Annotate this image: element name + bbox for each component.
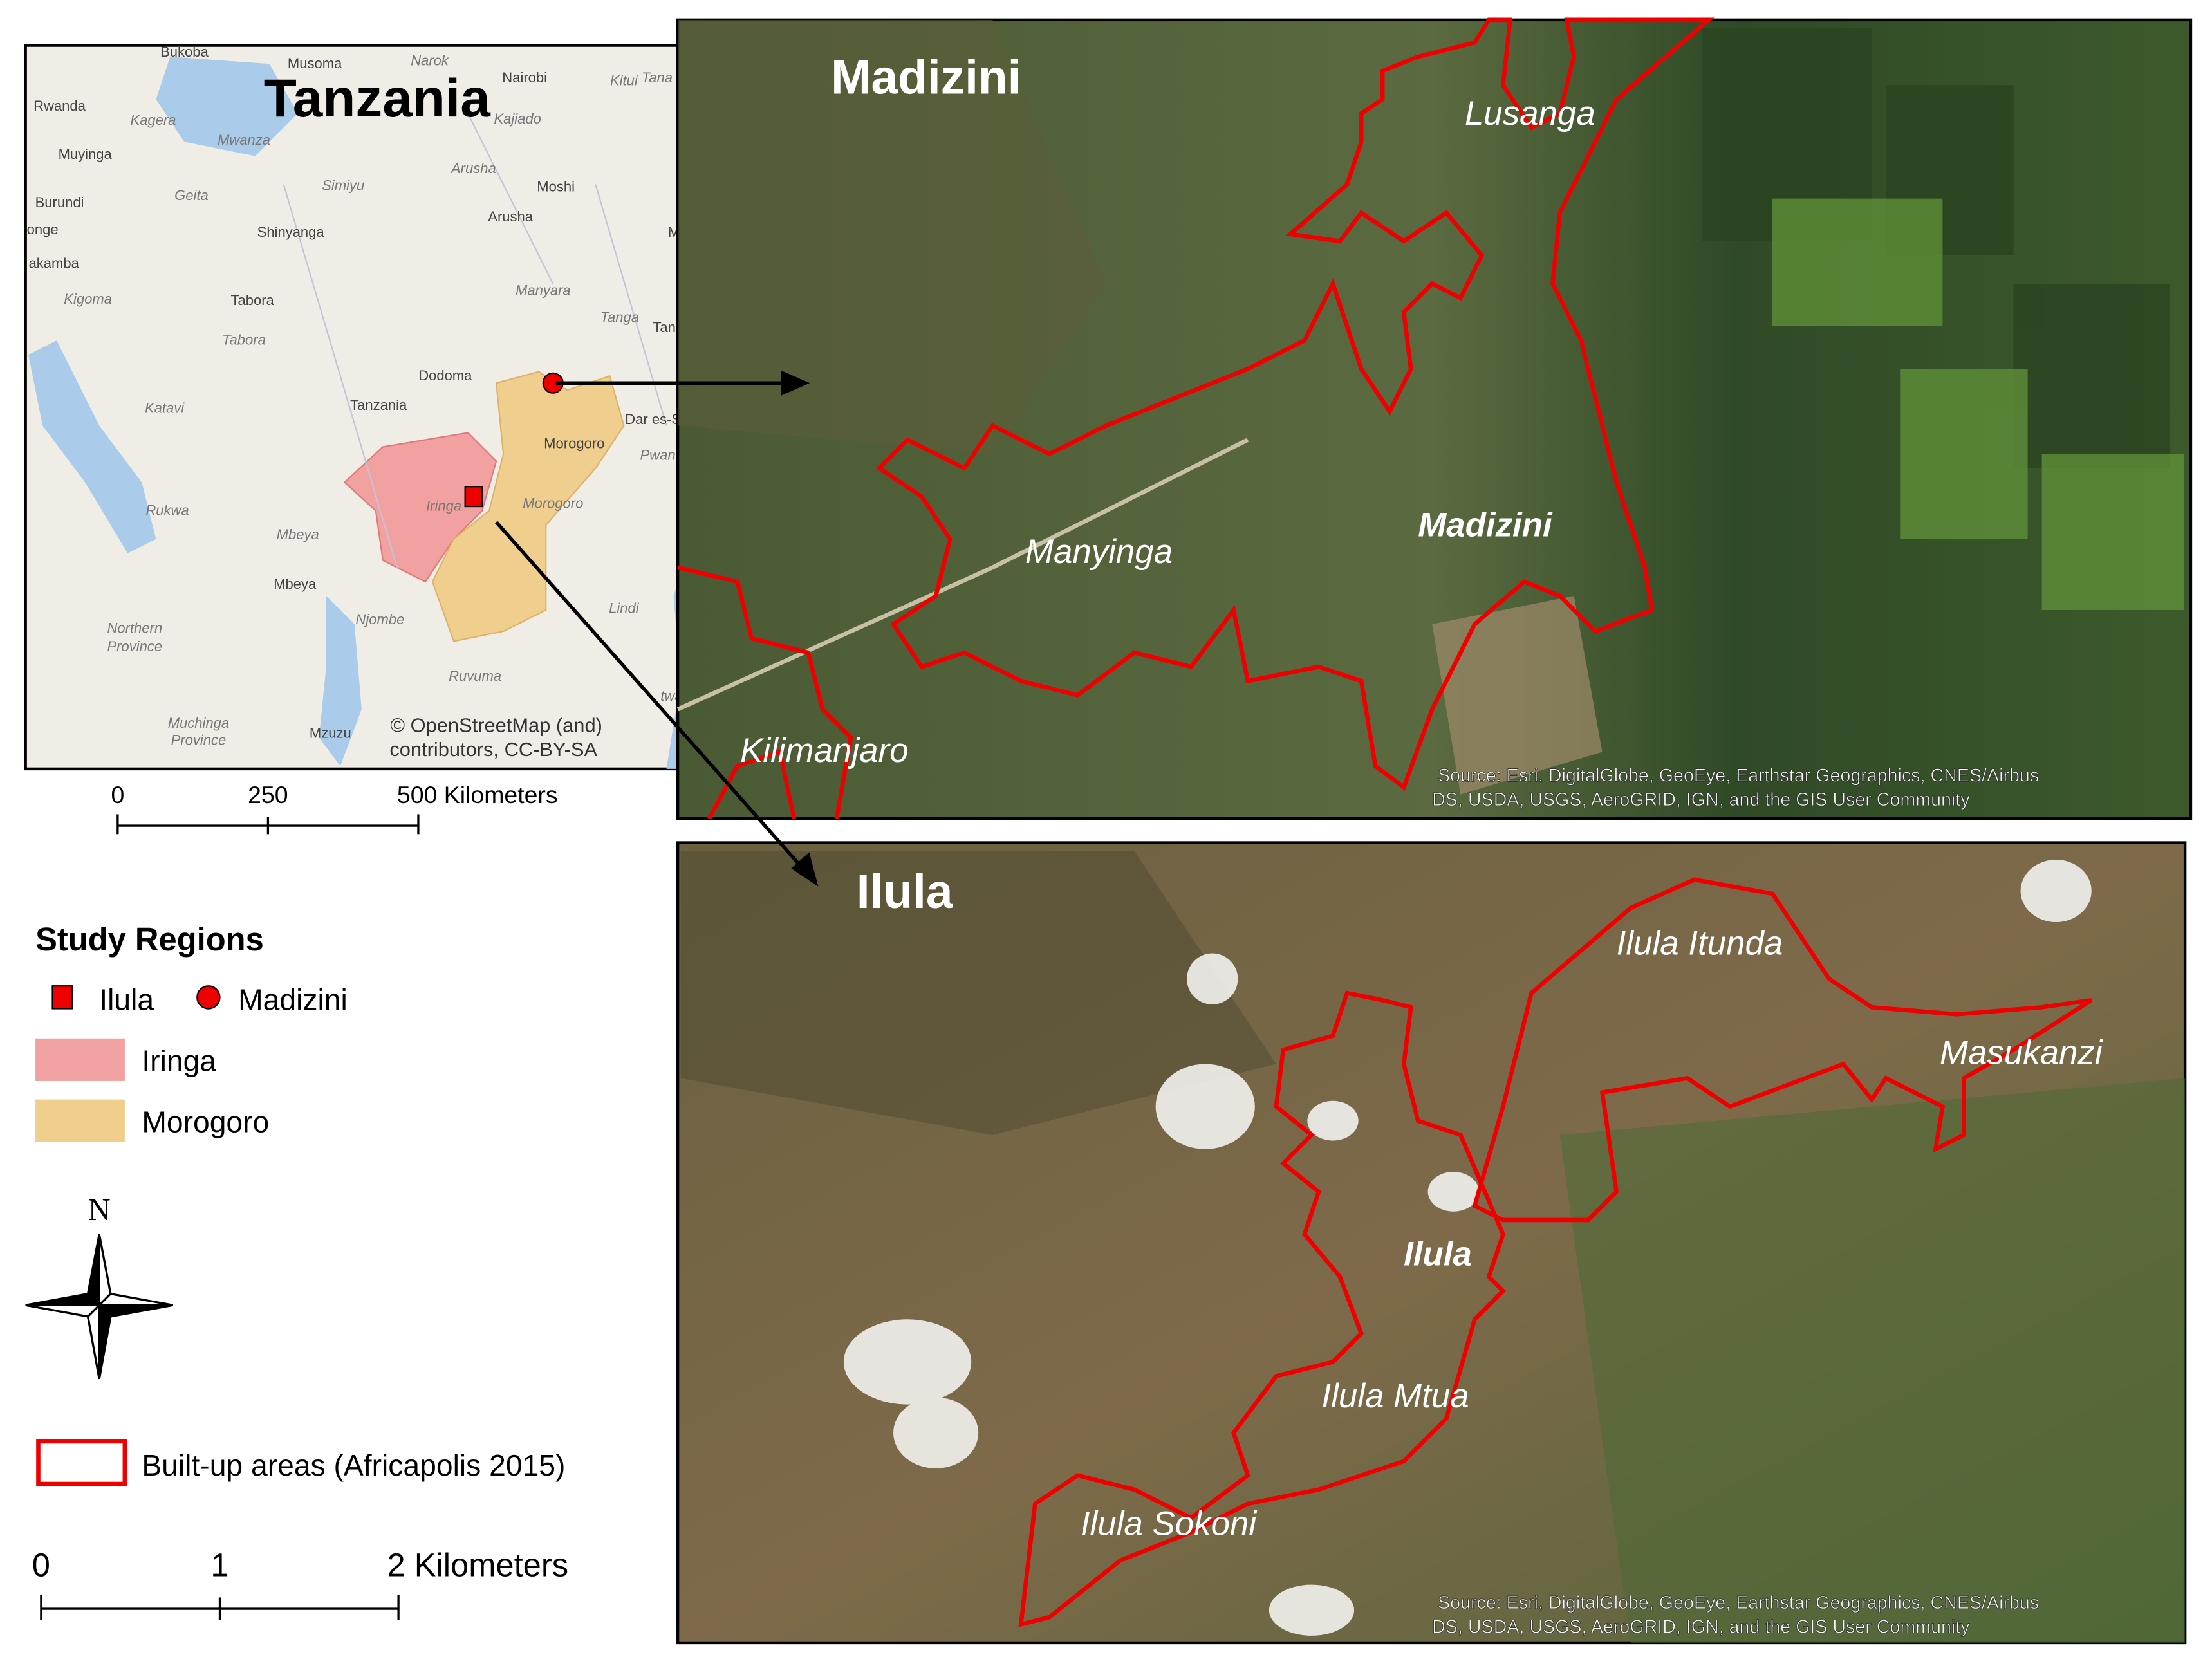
place-label: Katavi	[145, 400, 185, 416]
scale-label: 0	[32, 1546, 50, 1583]
place-label: Province	[107, 638, 162, 654]
place-label: Kilimanjaro	[740, 732, 908, 770]
place-label: Manyara	[516, 282, 571, 299]
place-label: Manyinga	[1025, 533, 1173, 571]
place-label: Moshi	[537, 179, 575, 195]
place-label: onge	[27, 221, 59, 237]
place-label: Njombe	[356, 611, 405, 627]
place-label: akamba	[29, 255, 80, 272]
place-label: Bukoba	[160, 44, 209, 60]
place-label: Rukwa	[145, 502, 189, 518]
compass	[25, 1234, 174, 1380]
place-label: Ruvuma	[449, 668, 501, 684]
panel-title: Madizini	[831, 50, 1021, 104]
place-label: Musoma	[288, 55, 342, 71]
scale-label: 0	[111, 781, 124, 808]
place-label: Morogoro	[544, 436, 604, 452]
place-label: Kitui	[610, 72, 638, 88]
scale-label: 500 Kilometers	[397, 781, 558, 808]
place-label: Arusha	[450, 160, 496, 176]
scale-label: 1	[210, 1546, 228, 1583]
place-label: Tabora	[222, 332, 266, 348]
legend-label: Built-up areas (Africapolis 2015)	[142, 1449, 565, 1482]
place-label: Shinyanga	[257, 224, 325, 240]
place-label: Mbeya	[274, 576, 317, 592]
place-label: Kajiado	[494, 111, 541, 127]
place-label: Mzuzu	[310, 725, 351, 741]
place-label: Kigoma	[64, 291, 112, 307]
ilula-marker	[464, 486, 483, 508]
place-label: Iringa	[426, 498, 461, 514]
place-label: Northern	[107, 620, 162, 636]
place-label: Kagera	[130, 112, 176, 128]
legend-label: Ilula	[99, 983, 154, 1017]
scale-bar	[40, 1594, 400, 1620]
north-label: N	[88, 1193, 111, 1227]
legend-label: Morogoro	[142, 1105, 269, 1138]
place-label: Madizini	[1418, 506, 1553, 544]
place-label: Tanga	[600, 309, 639, 325]
source: DS, USDA, USGS, AeroGRID, IGN, and the G…	[1432, 790, 1970, 810]
place-label: Narok	[411, 52, 449, 68]
place-label: Ilula	[1404, 1236, 1472, 1273]
place-label: Muchinga	[168, 715, 229, 731]
madizini-panel: Madizini Lusanga Manyinga Madizini Kilim…	[676, 17, 2193, 820]
place-label: Ilula Itunda	[1617, 925, 1783, 963]
place-label: Tabora	[231, 292, 275, 308]
attribution: contributors, CC-BY-SA	[389, 738, 597, 761]
inset-title: Tanzania	[264, 68, 491, 128]
place-label: Mwanza	[218, 132, 270, 148]
place-label: Province	[171, 732, 227, 748]
ilula-panel: Ilula Ilula Itunda Masukanzi Ilula Ilula…	[676, 841, 2187, 1645]
place-label: Dodoma	[418, 367, 472, 384]
scale-label: 250	[248, 781, 288, 808]
place-label: Burundi	[35, 194, 84, 210]
source: DS, USDA, USGS, AeroGRID, IGN, and the G…	[1432, 1617, 1970, 1638]
place-label: Ilula Mtua	[1321, 1377, 1469, 1415]
place-label: Geita	[174, 187, 209, 203]
place-label: Pwani	[640, 447, 680, 463]
place-label: Masukanzi	[1940, 1033, 2103, 1071]
place-label: Tanzania	[350, 397, 407, 413]
place-label: Muyinga	[59, 146, 113, 162]
panel-title: Ilula	[857, 864, 954, 918]
place-label: Lusanga	[1465, 95, 1595, 133]
inset-map: Tanzania Bukoba Musoma Narok Nairobi Kitui Ta…	[24, 44, 728, 771]
scale-label: 2 Kilometers	[387, 1546, 568, 1583]
inset-scale	[116, 814, 420, 835]
place-label: Morogoro	[523, 495, 583, 511]
place-label: Nairobi	[502, 69, 547, 86]
attribution: © OpenStreetMap (and)	[390, 714, 602, 737]
place-label: Arusha	[488, 208, 533, 225]
place-label: Ilula Sokoni	[1081, 1504, 1258, 1542]
place-label: Mbeya	[277, 526, 319, 542]
legend: Study Regions Ilula Madizini Iringa Moro…	[25, 921, 568, 1620]
legend-label: Madizini	[238, 983, 348, 1017]
arrows	[495, 370, 819, 887]
source: Source: Esri, DigitalGlobe, GeoEye, Eart…	[1438, 1593, 2039, 1613]
legend-title: Study Regions	[35, 921, 264, 958]
place-label: Lindi	[609, 600, 640, 616]
place-label: Simiyu	[322, 177, 364, 193]
legend-label: Iringa	[142, 1044, 216, 1077]
source: Source: Esri, DigitalGlobe, GeoEye, Eart…	[1438, 766, 2039, 786]
place-label: Rwanda	[33, 98, 86, 114]
